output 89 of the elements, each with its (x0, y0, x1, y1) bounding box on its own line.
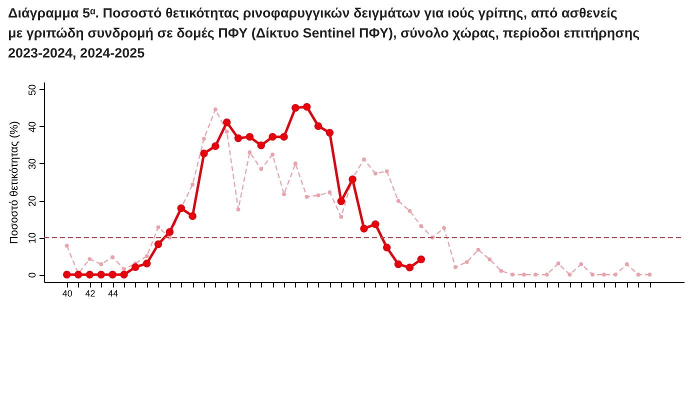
y-tick-label: 20 (28, 195, 38, 207)
point (302, 102, 311, 111)
point (372, 220, 380, 228)
point (648, 272, 652, 277)
point (222, 118, 231, 126)
point (190, 182, 195, 187)
x-tick-label: 42 (85, 288, 96, 298)
y-tick-label: 10 (28, 232, 38, 244)
point (499, 268, 504, 273)
point (579, 262, 584, 266)
point (292, 104, 300, 112)
point (224, 130, 229, 134)
x-tick-label: 40 (62, 288, 72, 298)
point (314, 122, 322, 130)
point (382, 244, 391, 252)
point (156, 225, 160, 230)
point (417, 256, 426, 264)
point (476, 248, 480, 252)
point (339, 214, 344, 219)
point (613, 272, 618, 277)
point (304, 194, 309, 199)
point (166, 228, 174, 236)
point (394, 260, 402, 268)
point (282, 192, 286, 196)
point (64, 244, 69, 248)
point (177, 204, 186, 212)
point (257, 141, 266, 150)
point (464, 260, 469, 264)
point (360, 224, 368, 233)
point (533, 272, 538, 277)
point (280, 132, 288, 141)
point (337, 197, 346, 206)
point (636, 272, 640, 277)
point (268, 132, 276, 141)
point (568, 272, 572, 277)
point (110, 255, 115, 260)
point (362, 157, 366, 162)
point (234, 134, 242, 142)
point (142, 260, 151, 268)
point (200, 150, 208, 158)
y-tick-label: 40 (28, 120, 38, 133)
point (384, 169, 389, 174)
point (522, 272, 526, 277)
y-tick-label: 50 (28, 84, 38, 96)
point (62, 270, 71, 278)
point (212, 142, 220, 150)
x-tick-label: 44 (108, 288, 118, 298)
point (419, 224, 424, 228)
point (453, 265, 458, 270)
point (348, 176, 356, 184)
point (293, 162, 298, 166)
point (236, 207, 240, 212)
point (544, 272, 549, 277)
y-tick-label: 30 (28, 158, 38, 170)
point (624, 262, 629, 266)
point (316, 193, 320, 198)
point (108, 270, 116, 278)
point (132, 263, 140, 272)
point (396, 198, 400, 203)
point (248, 150, 252, 154)
point (259, 167, 264, 171)
point (488, 257, 492, 262)
point (373, 172, 378, 176)
point (556, 262, 560, 266)
point (202, 136, 206, 141)
point (86, 270, 94, 278)
point (144, 254, 149, 258)
point (213, 107, 218, 112)
point (406, 264, 414, 272)
y-tick-label: 0 (28, 272, 38, 278)
point (510, 272, 515, 277)
point (88, 257, 92, 261)
point (328, 190, 332, 194)
point (122, 267, 126, 271)
point (154, 240, 162, 248)
point (97, 270, 106, 278)
point (326, 128, 334, 137)
point (74, 270, 82, 278)
point (246, 132, 254, 141)
point (408, 208, 412, 213)
y-axis-title: Ποσοστό θετικότητας (%) (8, 121, 20, 244)
chart-title: Διάγραμμα 5ᵅ. Ποσοστό θετικότητας ρινοφαρυγγικών δειγμάτων για ιούς γρίπης, από ασθενείς με γριπώδη συνδρομή σε δομές ΠΦΥ (Δίκτυο Sentinel ΠΦΥ), σύνολο χώρας, περίοδοι επιτήρησης 2023-2024, 2024-2025 (8, 6, 640, 60)
point (602, 272, 606, 277)
point (120, 270, 128, 278)
point (270, 152, 275, 157)
point (188, 212, 196, 220)
point (442, 226, 446, 230)
point (590, 272, 595, 277)
point (99, 262, 104, 266)
